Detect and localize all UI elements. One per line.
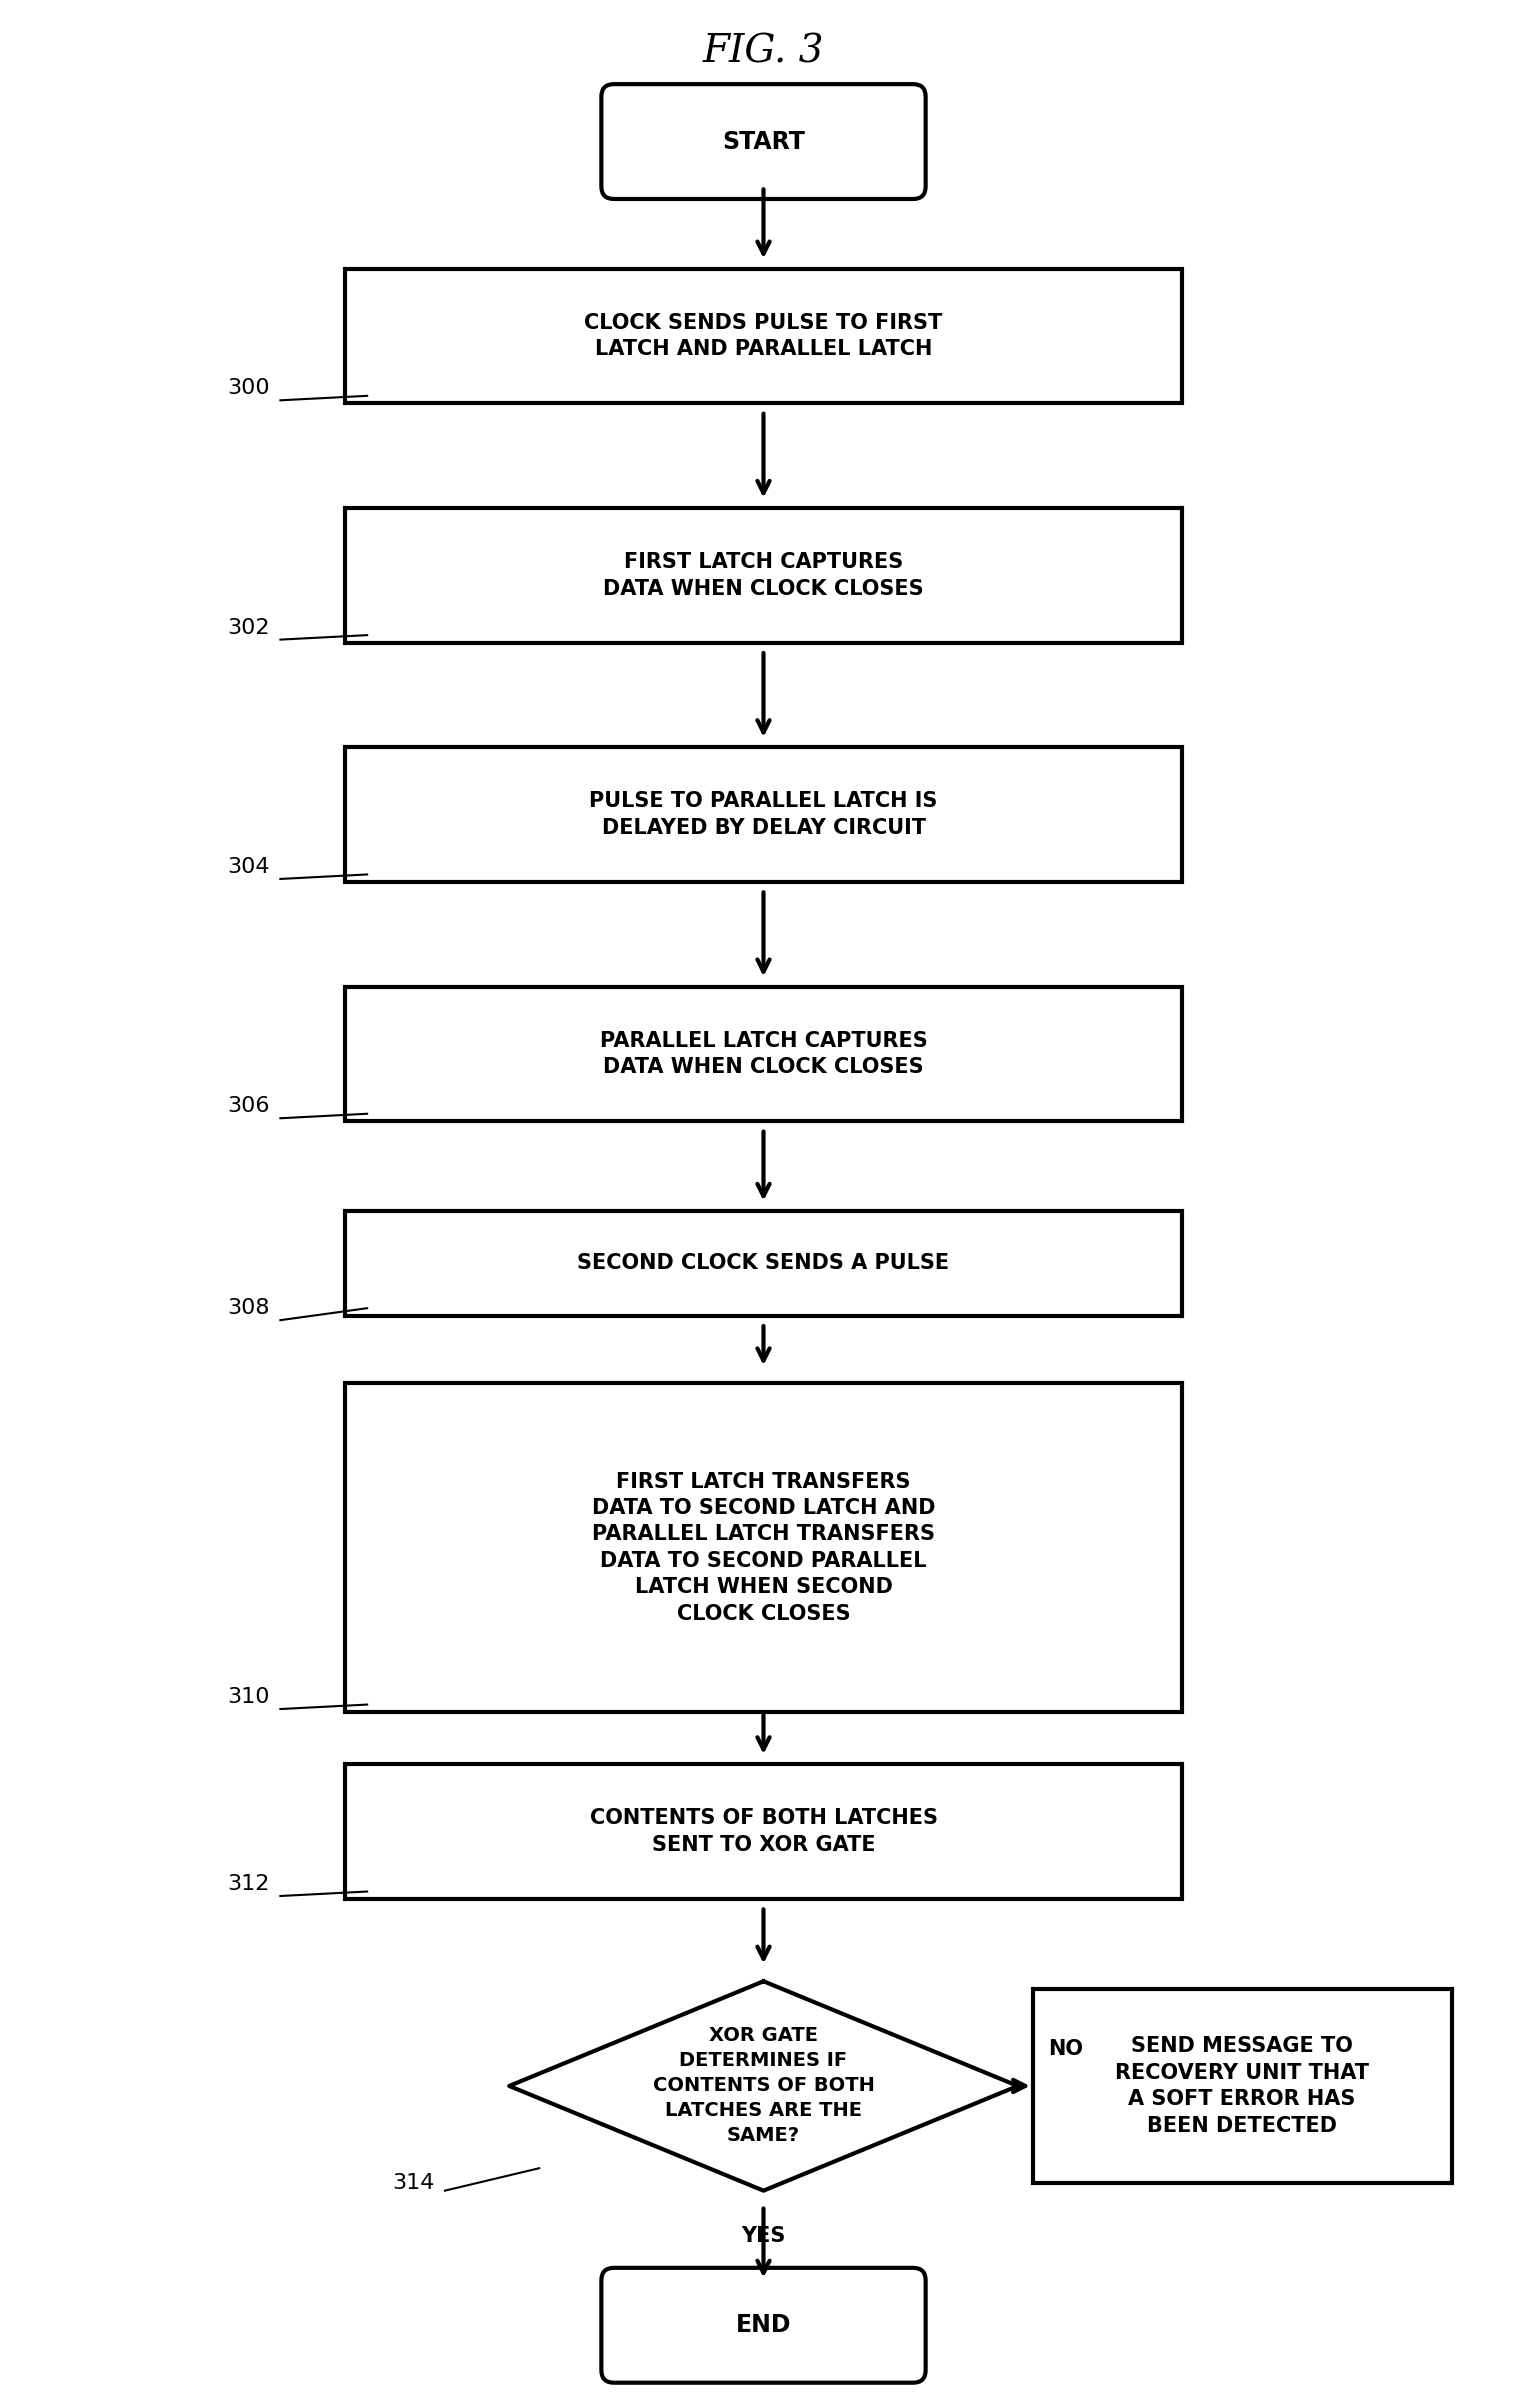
Text: 300: 300	[228, 378, 270, 397]
Text: 308: 308	[228, 1297, 270, 1319]
Text: PARALLEL LATCH CAPTURES
DATA WHEN CLOCK CLOSES: PARALLEL LATCH CAPTURES DATA WHEN CLOCK …	[600, 1030, 927, 1076]
Text: SECOND CLOCK SENDS A PULSE: SECOND CLOCK SENDS A PULSE	[577, 1254, 950, 1273]
Text: FIRST LATCH TRANSFERS
DATA TO SECOND LATCH AND
PARALLEL LATCH TRANSFERS
DATA TO : FIRST LATCH TRANSFERS DATA TO SECOND LAT…	[592, 1471, 935, 1622]
Bar	[345, 1384, 1182, 1711]
Text: YES: YES	[741, 2226, 786, 2246]
Bar	[345, 508, 1182, 643]
Bar	[345, 987, 1182, 1122]
Bar	[345, 746, 1182, 881]
Text: 314: 314	[392, 2174, 435, 2193]
Text: 310: 310	[228, 1687, 270, 1707]
Text: END: END	[736, 2313, 791, 2337]
Bar	[345, 1211, 1182, 1317]
Text: PULSE TO PARALLEL LATCH IS
DELAYED BY DELAY CIRCUIT: PULSE TO PARALLEL LATCH IS DELAYED BY DE…	[589, 792, 938, 838]
Text: 304: 304	[228, 857, 270, 876]
Text: START: START	[722, 130, 805, 154]
Text: FIRST LATCH CAPTURES
DATA WHEN CLOCK CLOSES: FIRST LATCH CAPTURES DATA WHEN CLOCK CLO…	[603, 551, 924, 599]
Bar	[1032, 1988, 1452, 2183]
Bar	[345, 270, 1182, 404]
Text: 306: 306	[228, 1095, 270, 1117]
Text: SEND MESSAGE TO
RECOVERY UNIT THAT
A SOFT ERROR HAS
BEEN DETECTED: SEND MESSAGE TO RECOVERY UNIT THAT A SOF…	[1115, 2036, 1370, 2135]
Text: 312: 312	[228, 1875, 270, 1894]
Text: XOR GATE
DETERMINES IF
CONTENTS OF BOTH
LATCHES ARE THE
SAME?: XOR GATE DETERMINES IF CONTENTS OF BOTH …	[652, 2027, 875, 2145]
Text: FIG. 3: FIG. 3	[702, 34, 825, 70]
Text: CONTENTS OF BOTH LATCHES
SENT TO XOR GATE: CONTENTS OF BOTH LATCHES SENT TO XOR GAT…	[589, 1808, 938, 1856]
FancyBboxPatch shape	[602, 84, 925, 200]
Text: NO: NO	[1048, 2039, 1083, 2058]
Polygon shape	[508, 1981, 1019, 2190]
FancyBboxPatch shape	[602, 2267, 925, 2383]
Text: 302: 302	[228, 619, 270, 638]
Text: CLOCK SENDS PULSE TO FIRST
LATCH AND PARALLEL LATCH: CLOCK SENDS PULSE TO FIRST LATCH AND PAR…	[585, 313, 942, 359]
Bar	[345, 1764, 1182, 1899]
